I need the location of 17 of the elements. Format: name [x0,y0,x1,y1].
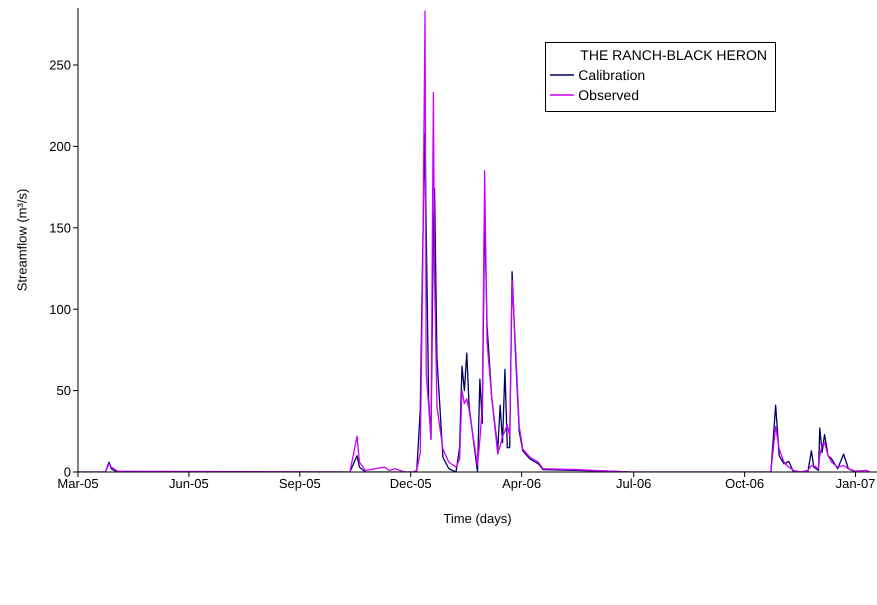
legend-label: Calibration [578,67,646,83]
y-tick-label: 200 [49,139,71,154]
y-tick-label: 50 [56,383,71,398]
x-tick-label: Jun-05 [169,476,209,492]
x-tick-label: Jan-07 [836,476,876,492]
legend-label: Observed [578,87,639,103]
x-tick-label: Jul-06 [616,476,652,492]
y-tick-label: 100 [49,302,71,317]
x-tick-label: Apr-06 [502,476,542,492]
x-tick-label: Sep-05 [278,476,321,492]
x-tick-label: Dec-05 [390,476,432,492]
legend-title: THE RANCH-BLACK HERON [579,47,767,63]
y-tick-label: 250 [49,58,71,73]
x-tick-label: Oct-06 [725,476,764,492]
y-axis-title: Streamflow (m³/s) [14,188,30,292]
x-axis-title: Time (days) [443,511,512,526]
y-tick-label: 150 [49,220,71,236]
